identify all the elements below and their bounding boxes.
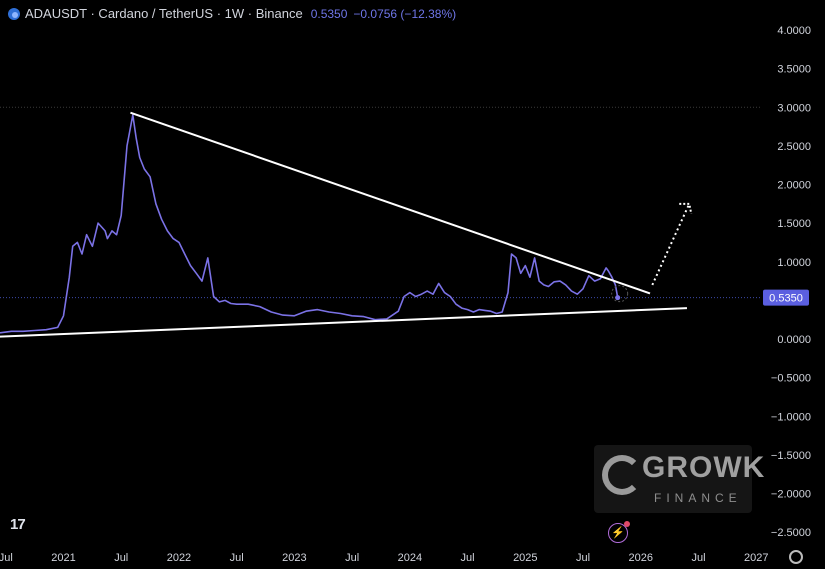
symbol-title[interactable]: ADAUSDT · Cardano / TetherUS · 1W · Bina…	[25, 6, 303, 21]
y-tick-label: 3.0000	[777, 102, 811, 114]
y-tick-label: 1.0000	[777, 257, 811, 269]
y-tick-label: 4.0000	[777, 25, 811, 37]
x-tick-label: 2027	[744, 552, 768, 564]
y-tick-label: 2.0000	[777, 180, 811, 192]
y-tick-label: 0.0000	[777, 334, 811, 346]
x-tick-label: 2026	[629, 552, 653, 564]
y-tick-label: −2.0000	[771, 489, 811, 501]
growk-finance-watermark: GROWK FINANCE	[594, 445, 764, 513]
last-price-point	[615, 295, 621, 301]
growk-logo-icon	[602, 455, 642, 495]
x-tick-label: Jul	[691, 552, 705, 564]
price-change: −0.0756 (−12.38%)	[353, 6, 457, 21]
x-tick-label: Jul	[0, 552, 13, 564]
x-tick-label: Jul	[576, 552, 590, 564]
projection-arrow-head	[679, 202, 693, 215]
cardano-coin-icon	[8, 7, 20, 20]
x-tick-label: Jul	[345, 552, 359, 564]
price-tag-label: 0.5350	[769, 293, 803, 305]
settings-gear-icon[interactable]	[789, 550, 803, 564]
tradingview-logo[interactable]: 17	[10, 516, 26, 533]
price-series-line	[0, 114, 619, 334]
y-tick-label: 2.5000	[777, 141, 811, 153]
x-tick-label: 2023	[282, 552, 306, 564]
y-tick-label: −0.5000	[771, 373, 811, 385]
x-tick-label: 2021	[51, 552, 75, 564]
last-price-marker-ring	[611, 285, 629, 303]
x-tick-label: 2024	[398, 552, 422, 564]
y-tick-label: −1.5000	[771, 450, 811, 462]
y-tick-label: 1.5000	[777, 218, 811, 230]
last-price: 0.5350	[310, 6, 348, 21]
projection-arrow-line	[651, 203, 691, 286]
x-tick-label: Jul	[230, 552, 244, 564]
y-tick-label: 3.5000	[777, 64, 811, 76]
chart-header: ADAUSDT · Cardano / TetherUS · 1W · Bina…	[8, 6, 456, 21]
watermark-sub: FINANCE	[654, 491, 742, 505]
price-tag-box	[763, 289, 809, 306]
x-tick-label: 2025	[513, 552, 537, 564]
watermark-name: GROWK	[642, 451, 766, 484]
x-tick-label: Jul	[461, 552, 475, 564]
y-tick-label: −1.0000	[771, 411, 811, 423]
upper-trendline	[130, 111, 651, 295]
y-tick-label: −2.5000	[771, 527, 811, 539]
x-tick-label: 2022	[167, 552, 191, 564]
lower-trendline	[0, 307, 687, 338]
x-tick-label: Jul	[114, 552, 128, 564]
lightning-icon[interactable]: ⚡	[608, 521, 630, 543]
